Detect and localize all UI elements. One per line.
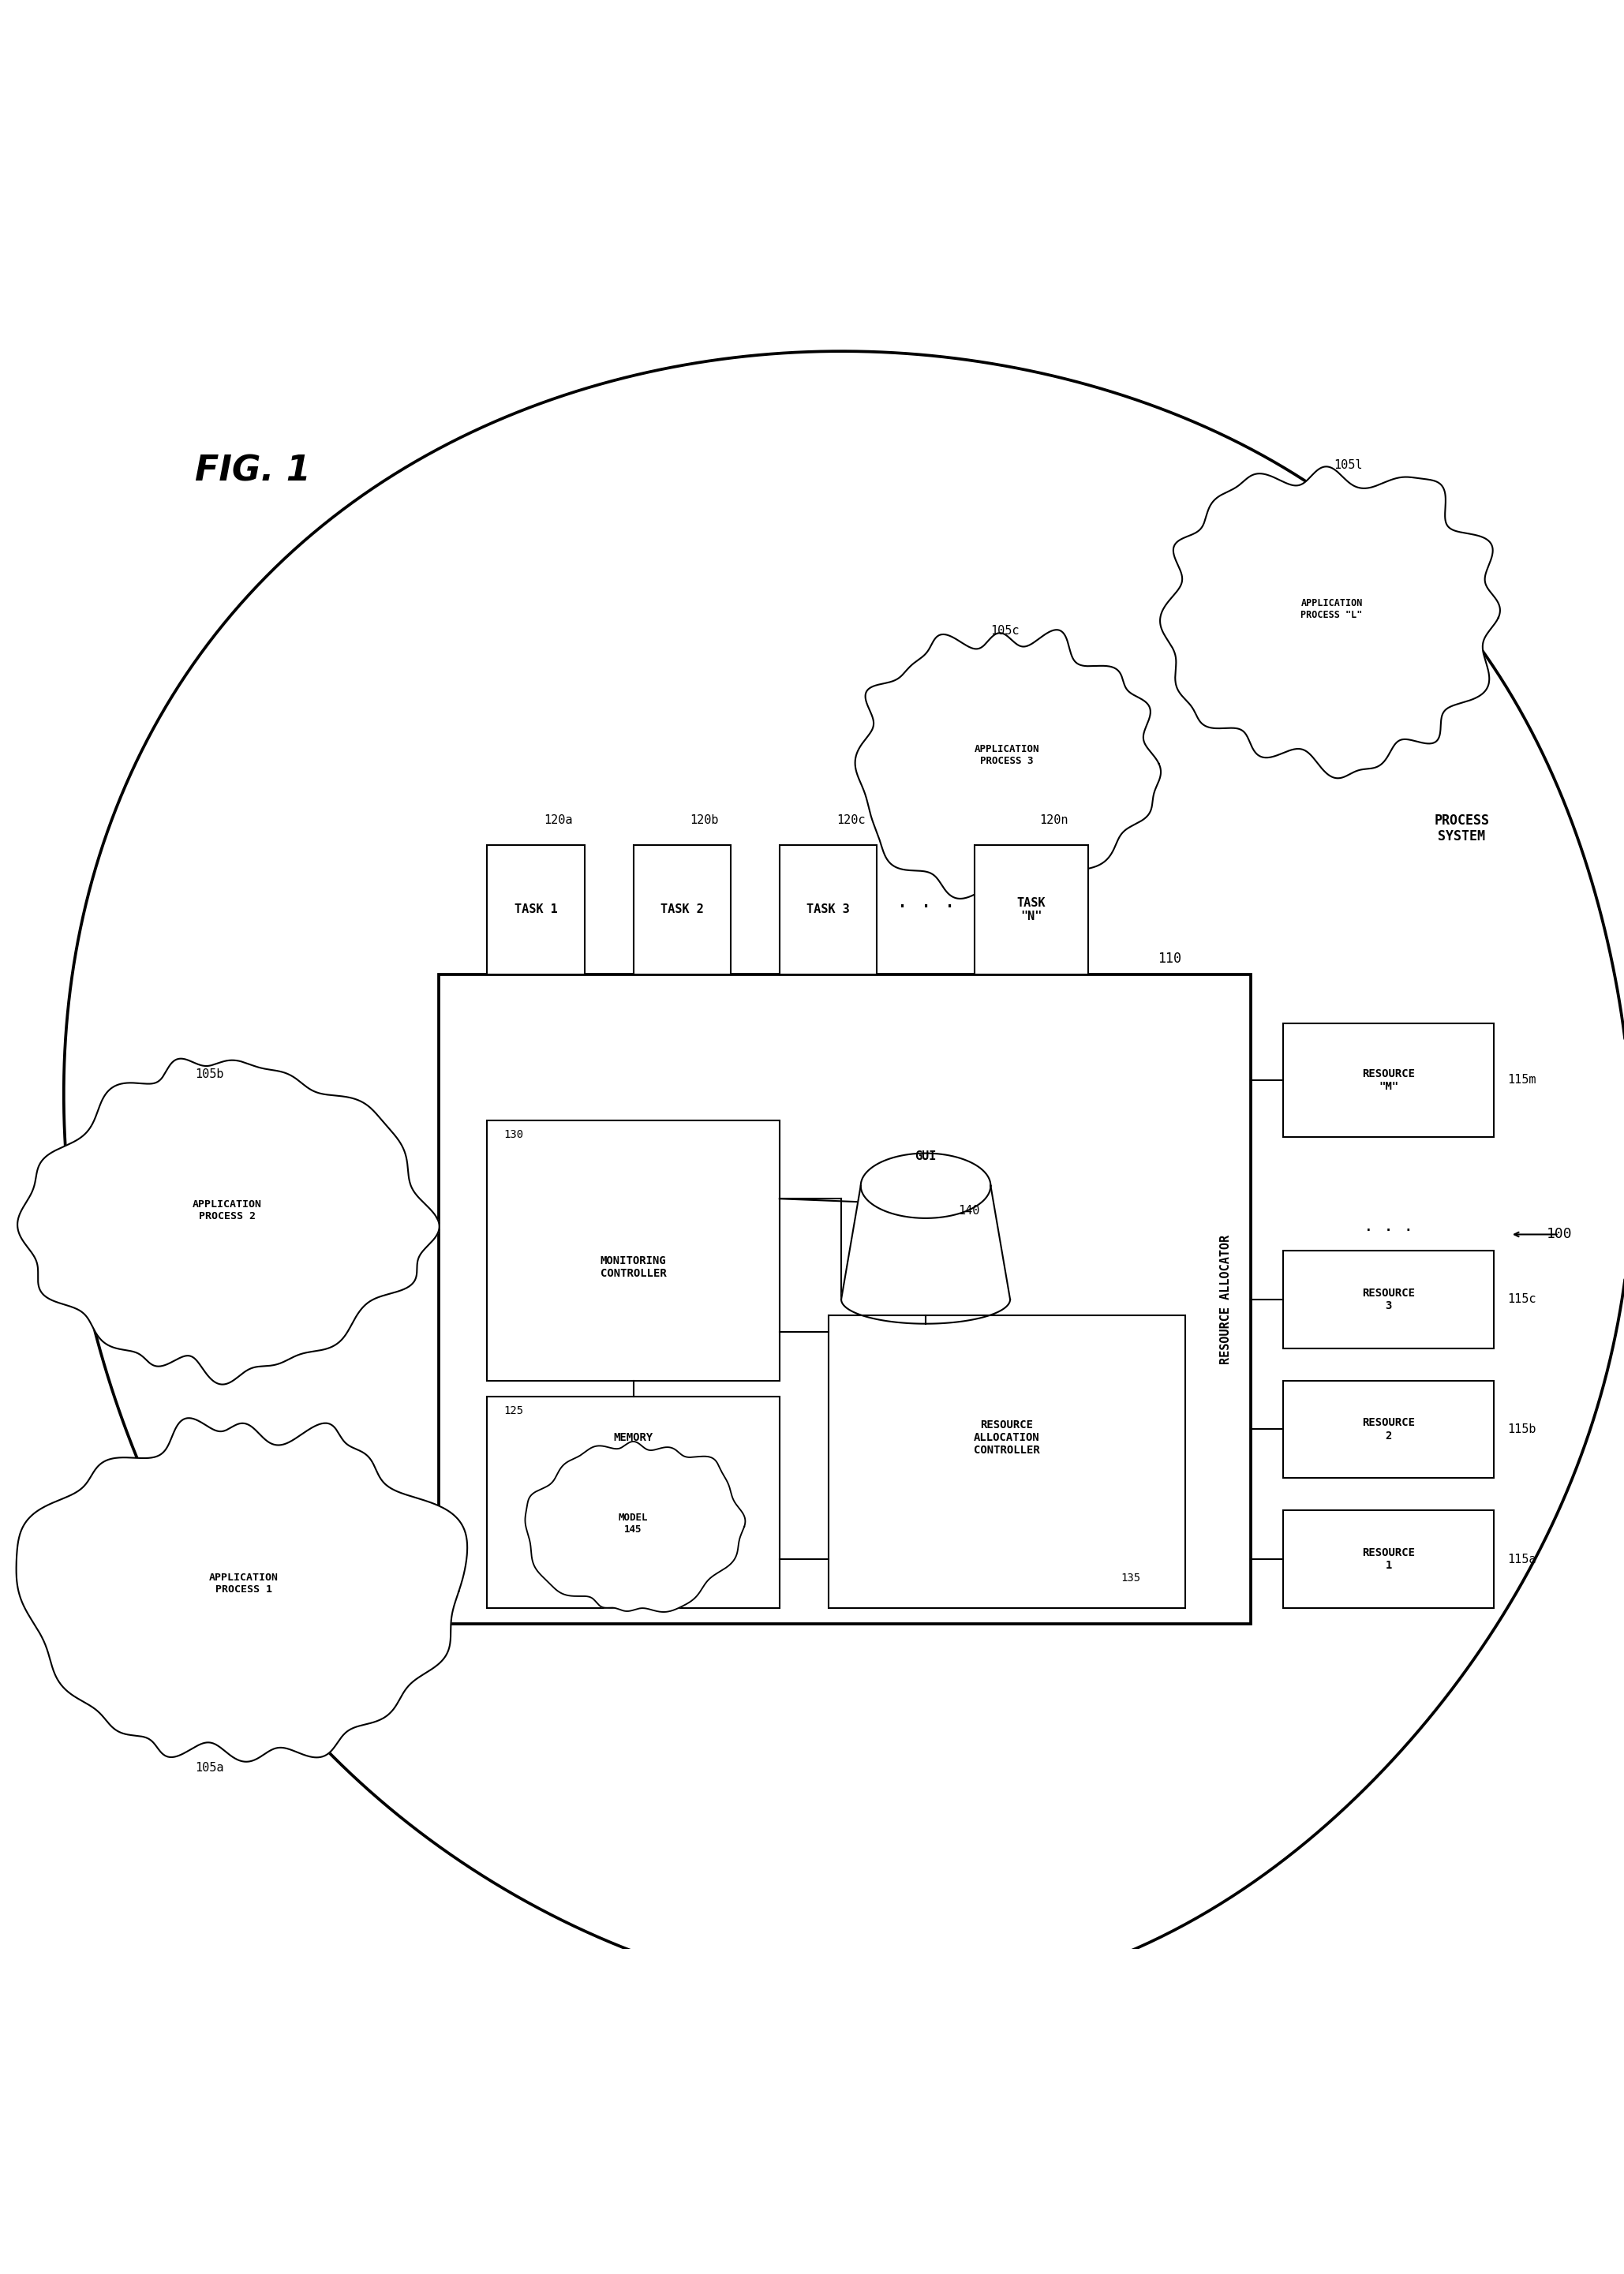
Polygon shape: [63, 350, 1624, 2001]
Bar: [1283, 1380, 1494, 1478]
Text: 100: 100: [1546, 1228, 1572, 1242]
Text: 140: 140: [958, 1205, 979, 1217]
Polygon shape: [16, 1419, 468, 1762]
Text: APPLICATION
PROCESS "L": APPLICATION PROCESS "L": [1301, 598, 1363, 621]
Bar: [828, 1317, 1186, 1608]
Text: 105b: 105b: [195, 1069, 224, 1080]
Text: APPLICATION
PROCESS 3: APPLICATION PROCESS 3: [974, 744, 1039, 766]
Text: RESOURCE
3: RESOURCE 3: [1363, 1287, 1415, 1312]
Text: TASK 1: TASK 1: [515, 903, 557, 916]
Bar: [487, 844, 585, 976]
Text: APPLICATION
PROCESS 1: APPLICATION PROCESS 1: [209, 1574, 278, 1594]
Text: MEMORY: MEMORY: [614, 1433, 653, 1444]
Bar: [487, 1121, 780, 1380]
Bar: [974, 844, 1088, 976]
Bar: [633, 844, 731, 976]
Text: TASK 2: TASK 2: [661, 903, 703, 916]
Text: 130: 130: [503, 1128, 523, 1139]
Text: FIG. 1: FIG. 1: [195, 455, 310, 489]
Text: MONITORING
CONTROLLER: MONITORING CONTROLLER: [601, 1255, 666, 1278]
Text: 120a: 120a: [544, 814, 573, 825]
Bar: [780, 844, 877, 976]
Bar: [1283, 1023, 1494, 1137]
Text: MODEL
145: MODEL 145: [619, 1512, 648, 1535]
Text: RESOURCE
ALLOCATION
CONTROLLER: RESOURCE ALLOCATION CONTROLLER: [974, 1419, 1039, 1455]
Text: RESOURCE
"M": RESOURCE "M": [1363, 1069, 1415, 1092]
Text: GUI: GUI: [914, 1151, 937, 1162]
Text: TASK
"N": TASK "N": [1017, 896, 1046, 923]
Polygon shape: [861, 1153, 991, 1219]
Text: 125: 125: [503, 1405, 523, 1417]
Polygon shape: [1160, 466, 1501, 778]
Text: . . .: . . .: [1364, 1219, 1413, 1235]
Bar: [487, 1396, 780, 1608]
Text: APPLICATION
PROCESS 2: APPLICATION PROCESS 2: [193, 1198, 261, 1221]
Text: 105a: 105a: [195, 1762, 224, 1774]
Polygon shape: [841, 1185, 1010, 1298]
Text: RESOURCE
1: RESOURCE 1: [1363, 1546, 1415, 1571]
Text: 105c: 105c: [991, 625, 1020, 637]
Polygon shape: [856, 630, 1161, 898]
Text: 120c: 120c: [836, 814, 866, 825]
Text: 110: 110: [1158, 951, 1181, 966]
Polygon shape: [525, 1442, 745, 1612]
Text: 120n: 120n: [1039, 814, 1069, 825]
Text: 115c: 115c: [1507, 1294, 1536, 1305]
Text: 115a: 115a: [1507, 1553, 1536, 1565]
Text: RESOURCE ALLOCATOR: RESOURCE ALLOCATOR: [1220, 1235, 1233, 1364]
Bar: [1283, 1510, 1494, 1608]
Text: PROCESS
SYSTEM: PROCESS SYSTEM: [1434, 814, 1489, 844]
Bar: [1283, 1251, 1494, 1348]
Bar: [438, 976, 1250, 1624]
Text: RESOURCE
2: RESOURCE 2: [1363, 1417, 1415, 1442]
Text: . . .: . . .: [896, 891, 955, 912]
Text: 115m: 115m: [1507, 1073, 1536, 1087]
Text: 120b: 120b: [690, 814, 719, 825]
Polygon shape: [18, 1060, 440, 1385]
Text: 135: 135: [1121, 1574, 1140, 1583]
Text: 105l: 105l: [1333, 459, 1363, 471]
Text: TASK 3: TASK 3: [807, 903, 849, 916]
Text: 115b: 115b: [1507, 1424, 1536, 1435]
